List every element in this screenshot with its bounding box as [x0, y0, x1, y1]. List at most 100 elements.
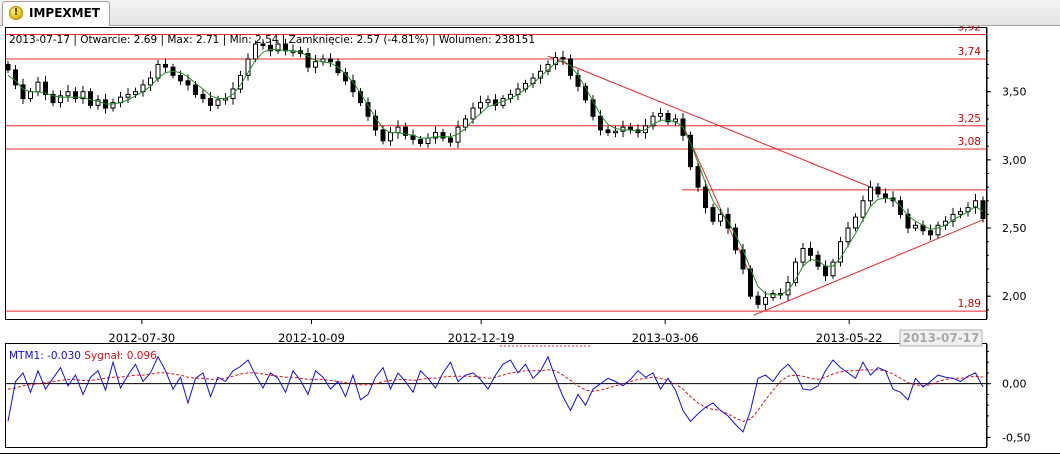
candle	[493, 94, 498, 111]
mtm-label: MTM1: -0.030	[9, 350, 81, 362]
date-axis: 2012-07-30 2012-10-09 2012-12-19 2013-03-06…	[108, 319, 883, 345]
tab-impexmet[interactable]: ! IMPEXMET	[2, 1, 110, 26]
level-label: 3,25	[958, 113, 981, 125]
candle	[905, 208, 911, 234]
candle	[665, 110, 671, 125]
price-pane[interactable]	[5, 27, 987, 320]
candle	[403, 122, 408, 140]
candle	[793, 258, 798, 287]
candle	[275, 40, 281, 55]
tab-label: IMPEXMET	[29, 6, 100, 20]
price-tick-label: 3,00	[1002, 154, 1027, 167]
candle	[875, 183, 881, 198]
candle	[973, 193, 978, 214]
candle	[605, 126, 611, 136]
candle	[253, 40, 258, 63]
price-tick-label: 2,50	[1002, 222, 1027, 235]
candle	[703, 180, 708, 214]
candle	[440, 128, 446, 142]
candle	[478, 95, 483, 115]
candle	[568, 54, 573, 80]
candle	[853, 213, 858, 232]
candle	[583, 82, 588, 103]
indicator-pane[interactable]	[5, 343, 987, 448]
candle	[845, 221, 851, 248]
candle	[560, 50, 566, 66]
signal-label: Sygnał: 0.096	[84, 350, 157, 362]
candle	[433, 126, 438, 144]
info-open: Otwarcie: 2.69	[80, 34, 157, 46]
trendline	[753, 219, 984, 316]
indicator-legend: MTM1: -0.030 Sygnał: 0.096	[9, 350, 157, 362]
candle	[658, 107, 663, 122]
candle	[373, 109, 378, 136]
info-max: Max: 2.71	[167, 34, 219, 46]
warning-icon: !	[9, 6, 23, 20]
candle	[830, 258, 836, 279]
trendline	[547, 55, 871, 188]
candle	[245, 53, 251, 81]
candle	[710, 203, 716, 225]
candle	[268, 39, 273, 57]
info-header: 2013-07-17 | Otwarcie: 2.69 | Max: 2.71 …	[9, 34, 535, 46]
candle	[88, 88, 93, 109]
indicator-axis: 0,00 -0,50	[6, 344, 1030, 447]
level-label: 3,08	[958, 136, 981, 148]
tab-bar: ! IMPEXMET	[0, 0, 1060, 26]
candle	[73, 87, 78, 103]
date-tick-label: 2012-10-09	[278, 331, 345, 345]
cursor-date-label: 2013-07-17	[903, 331, 980, 345]
mtm-line	[7, 355, 984, 433]
info-close: Zamknięcie: 2.57 (-4.81%)	[289, 34, 429, 46]
candle	[553, 52, 558, 70]
candle	[20, 78, 26, 105]
indicator-tick-label: -0,50	[1002, 431, 1030, 444]
level-label: 1,89	[958, 298, 981, 310]
price-tick-label: 2,00	[1002, 290, 1027, 303]
candle	[643, 118, 648, 139]
candle	[200, 89, 206, 104]
price-axis: 2,00 2,50 3,00 3,50	[986, 28, 1027, 319]
candle	[898, 196, 903, 219]
candle	[95, 95, 101, 110]
indicator-tick-label: 0,00	[1002, 378, 1027, 391]
candle	[125, 87, 131, 103]
date-tick-label: 2013-03-06	[632, 331, 699, 345]
chart-area[interactable]: 3,92 3,74 3,25 3,08 1,89 2,00 2,50 3,00 3,50 20…	[0, 21, 1060, 455]
date-tick-label: 2013-05-22	[816, 331, 883, 345]
candle	[868, 180, 873, 207]
candle	[688, 131, 693, 171]
candle	[785, 276, 791, 301]
candle	[260, 39, 266, 50]
price-tick-label: 3,50	[1002, 86, 1027, 99]
candle	[305, 48, 311, 73]
candle	[650, 111, 656, 130]
candle	[50, 90, 56, 107]
level-label: 3,92	[958, 26, 981, 33]
candle	[328, 53, 333, 67]
candle	[43, 75, 48, 101]
candle	[695, 161, 701, 192]
candle	[13, 65, 18, 90]
signal-line	[7, 369, 984, 422]
date-tick-label: 2012-07-30	[108, 331, 175, 345]
candle	[485, 95, 491, 107]
cursor-date-box	[899, 329, 983, 347]
moving-average-line	[7, 48, 984, 296]
candle	[763, 291, 768, 310]
candle	[590, 95, 596, 121]
candle	[163, 58, 168, 73]
level-label: 3,74	[958, 46, 982, 58]
candle	[808, 241, 813, 262]
candle	[928, 224, 933, 241]
candle	[110, 98, 116, 112]
date-tick-label: 2012-12-19	[448, 331, 515, 345]
candle	[313, 54, 318, 74]
candle	[860, 195, 866, 222]
candle	[770, 289, 776, 301]
level-lines: 3,92 3,74 3,25 3,08 1,89	[6, 21, 987, 312]
candle	[913, 221, 918, 232]
candle	[5, 61, 11, 73]
candle	[448, 132, 453, 147]
candle	[748, 265, 753, 300]
